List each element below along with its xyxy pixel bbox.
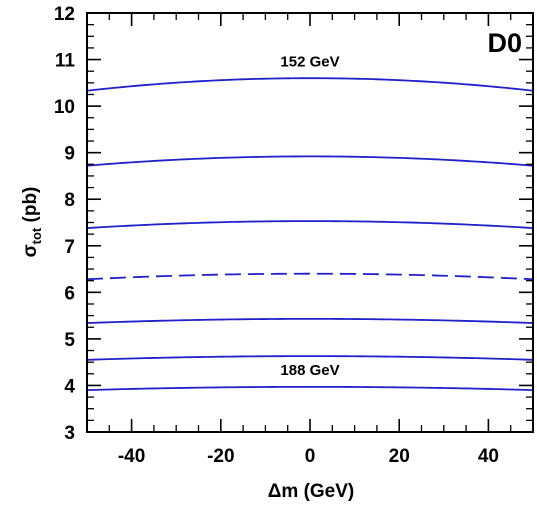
- series-line-2: [86, 155, 534, 167]
- annotations-layer: 152 GeV 188 GeV: [280, 54, 339, 380]
- series-line-1: [86, 77, 534, 92]
- y-tick-label: 4: [64, 376, 75, 397]
- series-line-3: [86, 220, 534, 229]
- series-line-6: [86, 355, 534, 361]
- series-line-5: [86, 317, 534, 324]
- curves-layer: [86, 77, 534, 391]
- y-tick-label: 9: [64, 144, 75, 165]
- y-tick-label: 3: [64, 423, 75, 444]
- y-axis-label: σtot (pb): [20, 187, 44, 258]
- y-axis-label-symbol: σ: [20, 244, 41, 257]
- y-tick-label: 7: [64, 237, 75, 258]
- y-axis-label-unit: (pb): [20, 187, 41, 228]
- y-tick-label: 11: [55, 51, 76, 72]
- tick-labels-layer: -40 -20 0 20 40 3 4 5 6 7 8 9 10 11 12: [54, 4, 499, 467]
- x-axis-label: Δm (GeV): [268, 481, 355, 502]
- x-tick-label: 40: [478, 446, 499, 467]
- y-tick-label: 12: [54, 4, 75, 25]
- y-tick-label: 10: [54, 97, 75, 118]
- x-tick-label: -40: [118, 446, 145, 467]
- curve-annotation: 188 GeV: [280, 362, 339, 379]
- x-tick-label: 20: [389, 446, 410, 467]
- y-axis-label-subscript: tot: [29, 227, 44, 244]
- x-tick-label: -20: [207, 446, 234, 467]
- y-tick-label: 6: [64, 283, 75, 304]
- curve-annotation: 152 GeV: [280, 54, 339, 71]
- series-line-4: [86, 272, 534, 281]
- y-tick-label: 8: [64, 190, 75, 211]
- x-tick-label: 0: [305, 446, 316, 467]
- x-axis-label-symbol: Δm: [268, 481, 299, 502]
- ticks-layer: [86, 12, 534, 433]
- series-line-7: [86, 385, 534, 391]
- x-axis-label-unit: (GeV): [298, 481, 354, 502]
- experiment-label: D0: [487, 28, 522, 58]
- y-tick-label: 5: [64, 330, 75, 351]
